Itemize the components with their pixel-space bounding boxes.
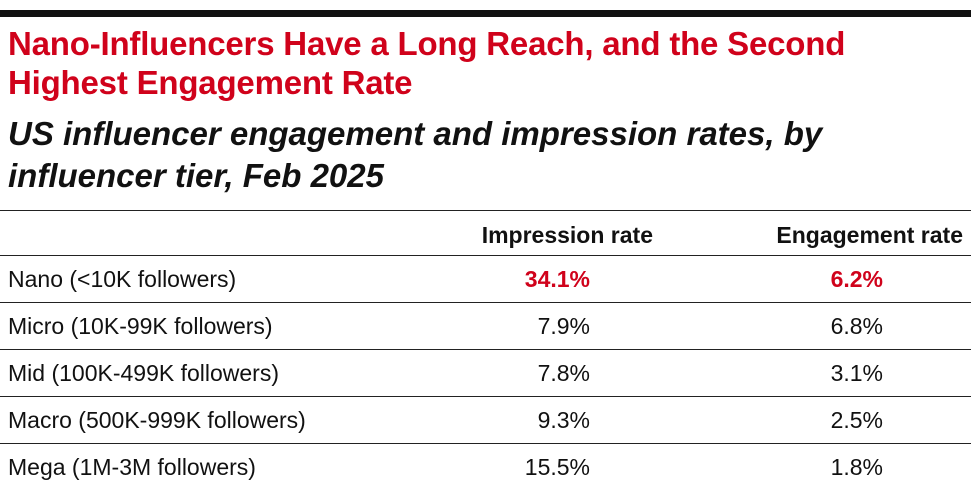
engagement-rate-value: 6.8% (830, 312, 883, 339)
impression-rate-value: 34.1% (524, 265, 590, 292)
engagement-rate-value: 1.8% (830, 453, 883, 480)
table-row: Macro (500K-999K followers) 9.3% 2.5% (0, 396, 971, 443)
impression-rate-value: 7.9% (537, 312, 590, 339)
chart-subtitle: US influencer engagement and impression … (8, 115, 823, 194)
row-label: Mid (100K-499K followers) (8, 359, 280, 386)
engagement-rate-value: 2.5% (830, 406, 883, 433)
table-header-row: Impression rate Engagement rate (0, 210, 971, 255)
top-rule (0, 10, 971, 17)
column-header-impression-rate: Impression rate (481, 221, 653, 248)
table-row: Mega (1M-3M followers) 15.5% 1.8% (0, 443, 971, 490)
table-row: Mid (100K-499K followers) 7.8% 3.1% (0, 349, 971, 396)
data-table: Impression rate Engagement rate Nano (<1… (0, 210, 971, 490)
table-row: Nano (<10K followers) 34.1% 6.2% (0, 255, 971, 302)
impression-rate-value: 7.8% (537, 359, 590, 386)
row-label: Mega (1M-3M followers) (8, 453, 256, 480)
row-label: Micro (10K-99K followers) (8, 312, 273, 339)
column-header-engagement-rate: Engagement rate (776, 221, 963, 248)
row-label: Macro (500K-999K followers) (8, 406, 306, 433)
table-row: Micro (10K-99K followers) 7.9% 6.8% (0, 302, 971, 349)
engagement-rate-value: 3.1% (830, 359, 883, 386)
engagement-rate-value: 6.2% (830, 265, 883, 292)
impression-rate-value: 9.3% (537, 406, 590, 433)
row-label: Nano (<10K followers) (8, 265, 237, 292)
impression-rate-value: 15.5% (524, 453, 590, 480)
chart-title: Nano-Influencers Have a Long Reach, and … (8, 25, 846, 101)
